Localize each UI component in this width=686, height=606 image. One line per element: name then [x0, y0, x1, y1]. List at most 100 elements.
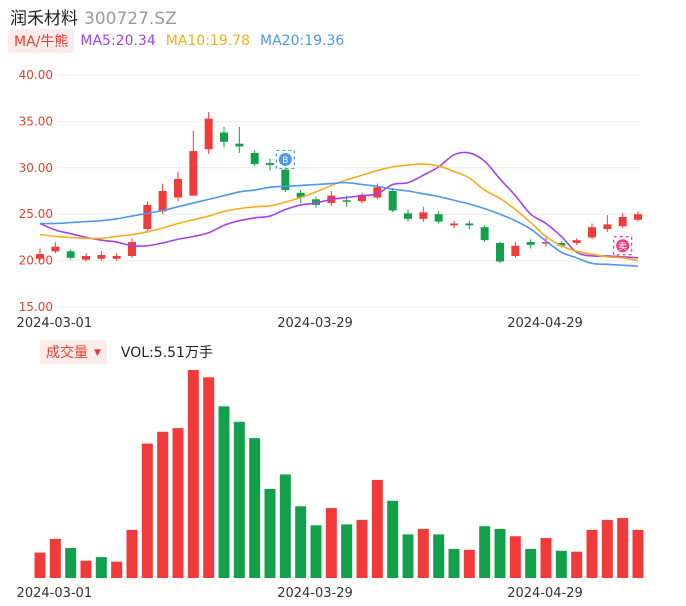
marker-label: 卖	[618, 241, 627, 252]
ma-indicator-selector[interactable]: MA/牛熊	[8, 29, 75, 53]
candle-body	[342, 200, 351, 202]
candle-body	[128, 242, 136, 256]
candle-body	[388, 191, 397, 211]
candlestick	[634, 211, 642, 222]
volume-bar	[95, 557, 107, 578]
candle-body	[204, 118, 213, 150]
candlestick	[312, 196, 320, 208]
volume-bar	[525, 548, 537, 578]
volume-bar	[218, 406, 230, 578]
volume-indicator-selector[interactable]: 成交量 ▼	[40, 340, 107, 364]
marker-label: B	[282, 156, 288, 166]
ma-legend: MA/牛熊 MA5:20.34 MA10:19.78 MA20:19.36	[8, 29, 344, 53]
candlestick	[174, 171, 182, 202]
candle-body	[235, 143, 244, 147]
candlestick	[572, 238, 581, 245]
volume-bar	[233, 421, 245, 578]
candle-body	[266, 163, 274, 166]
volume-legend: 成交量 ▼ VOL:5.51万手	[40, 340, 213, 364]
candle-body	[174, 178, 182, 198]
candle-body	[450, 223, 458, 226]
volume-bar	[433, 534, 445, 578]
marker-frame	[613, 236, 633, 256]
candle-body	[526, 242, 535, 245]
candlestick	[220, 126, 228, 148]
volume-bar	[80, 560, 92, 578]
marker-frame	[275, 149, 295, 170]
volume-bar	[325, 508, 337, 578]
candle-body	[373, 187, 382, 198]
stock-name: 润禾材料	[10, 9, 78, 29]
volume-bar	[479, 526, 491, 578]
candlestick	[82, 253, 90, 262]
volume-bar	[203, 377, 215, 578]
candle-body	[634, 214, 642, 220]
candle-body	[51, 246, 60, 252]
volume-bar	[356, 519, 368, 578]
marker-dot	[278, 152, 292, 166]
buy-marker-icon: B	[275, 149, 295, 170]
candlestick	[266, 158, 274, 171]
volume-bar	[601, 519, 613, 578]
candle-body	[220, 132, 228, 142]
volume-bar	[34, 552, 46, 578]
candle-body	[572, 240, 581, 243]
candlestick	[465, 220, 474, 230]
volume-bar	[417, 528, 429, 578]
volume-bar	[172, 428, 184, 578]
volume-indicator-label: 成交量	[46, 345, 88, 361]
y-tick-label: 20.00	[19, 254, 53, 268]
x-tick-label: 2024-04-29	[507, 316, 583, 331]
candlestick	[526, 239, 535, 249]
candlestick	[189, 130, 198, 196]
candle-body	[312, 199, 320, 205]
volume-value: VOL:5.51万手	[120, 345, 213, 361]
volume-bar	[632, 529, 644, 578]
candlestick	[496, 242, 504, 264]
y-tick-label: 35.00	[19, 114, 53, 128]
volume-bar	[279, 474, 291, 578]
y-tick-label: 15.00	[19, 300, 53, 314]
candle-body	[419, 212, 428, 219]
candle-body	[158, 191, 167, 212]
volume-bar	[586, 529, 598, 578]
candlestick	[36, 248, 44, 261]
candle-body	[82, 255, 90, 260]
volume-bar	[157, 431, 169, 578]
candle-body	[557, 242, 566, 246]
volume-bar	[555, 550, 567, 578]
candlestick	[618, 213, 627, 229]
candle-body	[36, 254, 44, 259]
volume-bar	[141, 443, 153, 578]
y-tick-label: 25.00	[19, 207, 53, 221]
candlestick	[434, 211, 443, 224]
candle-body	[281, 169, 290, 191]
volume-bar	[571, 551, 583, 578]
candle-body	[511, 245, 520, 256]
candlestick	[419, 206, 428, 222]
candlestick	[450, 220, 458, 229]
y-tick-label: 40.00	[19, 68, 53, 82]
candle-body	[143, 204, 152, 230]
volume-x-tick-label: 2024-04-29	[507, 586, 583, 601]
candlestick	[235, 126, 244, 153]
volume-bar	[509, 536, 521, 578]
ma20-legend: MA20:19.36	[260, 33, 345, 49]
candle-body	[603, 224, 612, 230]
candle-body	[542, 242, 550, 244]
candlestick	[511, 242, 520, 258]
sell-marker-icon: 卖	[613, 236, 633, 256]
volume-bar	[371, 479, 383, 578]
volume-x-tick-label: 2024-03-29	[277, 586, 353, 601]
x-tick-label: 2024-03-29	[277, 316, 353, 331]
candle-body	[465, 223, 474, 226]
candle-body	[618, 216, 627, 227]
volume-bar	[540, 538, 552, 578]
candle-body	[496, 242, 504, 262]
candlestick	[51, 242, 60, 254]
candle-body	[434, 214, 443, 222]
candlestick	[204, 112, 213, 154]
candle-body	[97, 255, 106, 259]
candlestick	[404, 209, 412, 222]
